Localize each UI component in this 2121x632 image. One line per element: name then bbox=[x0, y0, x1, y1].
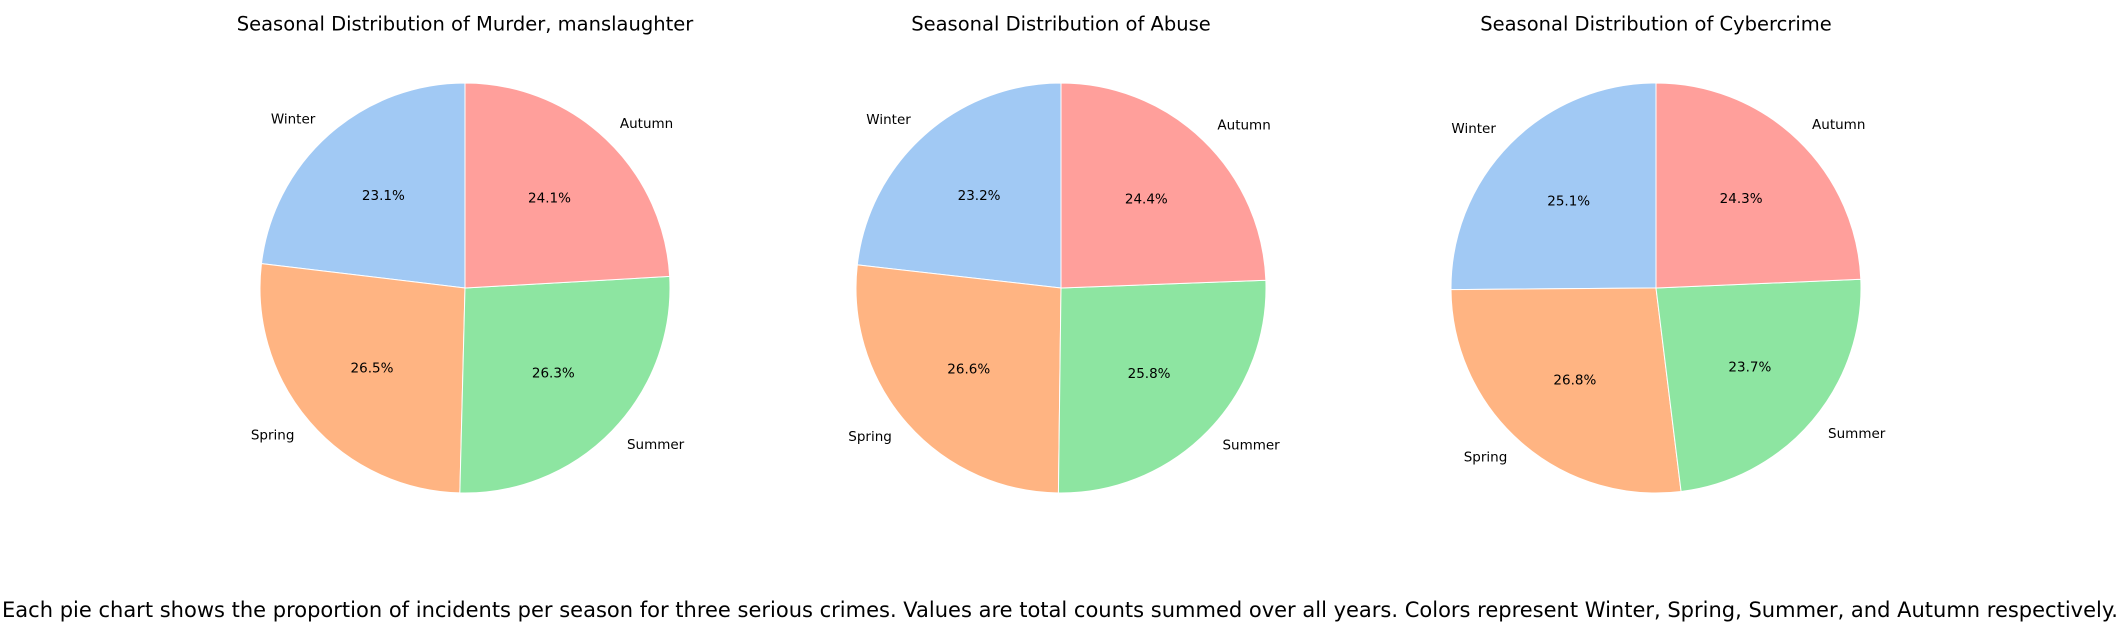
slice-percentage-spring: 26.8% bbox=[1553, 372, 1596, 388]
slice-percentage-spring: 26.6% bbox=[947, 361, 990, 377]
slice-label-spring: Spring bbox=[848, 429, 892, 445]
pie-slice-winter bbox=[856, 82, 1062, 289]
pie-chart: Seasonal Distribution of Abuse Winter 23.2… bbox=[848, 13, 1280, 494]
slice-label-autumn: Autumn bbox=[1217, 118, 1270, 134]
chart-title: Seasonal Distribution of Murder, manslau… bbox=[237, 13, 695, 36]
slice-percentage-autumn: 24.4% bbox=[1125, 191, 1168, 207]
slice-label-spring: Spring bbox=[251, 428, 295, 444]
pie-slice-spring bbox=[855, 264, 1062, 494]
pie-charts: Seasonal Distribution of Murder, manslau… bbox=[237, 13, 1886, 494]
pie-slice-winter bbox=[1450, 82, 1657, 291]
slice-label-autumn: Autumn bbox=[620, 116, 673, 132]
slice-label-winter: Winter bbox=[866, 112, 911, 128]
pie-chart: Seasonal Distribution of Murder, manslau… bbox=[237, 13, 695, 494]
slice-label-winter: Winter bbox=[271, 111, 316, 127]
pie-slice-autumn bbox=[1060, 82, 1267, 289]
slice-percentage-winter: 25.1% bbox=[1547, 193, 1590, 209]
slice-label-spring: Spring bbox=[1464, 450, 1508, 466]
slice-percentage-spring: 26.5% bbox=[351, 360, 394, 376]
slice-label-winter: Winter bbox=[1451, 121, 1496, 137]
slice-percentage-summer: 26.3% bbox=[532, 366, 575, 382]
chart-title: Seasonal Distribution of Abuse bbox=[911, 13, 1211, 36]
slice-label-summer: Summer bbox=[627, 437, 685, 453]
pie-slice-spring bbox=[1450, 287, 1682, 494]
slice-percentage-autumn: 24.1% bbox=[528, 191, 571, 207]
pie-slice-spring bbox=[259, 263, 466, 494]
slice-percentage-summer: 23.7% bbox=[1728, 360, 1771, 376]
slice-percentage-winter: 23.2% bbox=[958, 188, 1001, 204]
pie-slice-winter bbox=[260, 82, 466, 289]
figure-caption: Each pie chart shows the proportion of i… bbox=[2, 598, 2118, 622]
slice-label-summer: Summer bbox=[1222, 437, 1280, 453]
slice-percentage-winter: 23.1% bbox=[362, 188, 405, 204]
pie-slice-autumn bbox=[1655, 82, 1862, 289]
pie-slice-summer bbox=[1057, 279, 1267, 494]
slice-percentage-summer: 25.8% bbox=[1128, 366, 1171, 382]
slice-label-summer: Summer bbox=[1828, 426, 1886, 442]
pie-slice-summer bbox=[1655, 278, 1862, 493]
slice-percentage-autumn: 24.3% bbox=[1720, 191, 1763, 207]
pie-chart: Seasonal Distribution of Cybercrime Winte… bbox=[1450, 13, 1886, 494]
chart-title: Seasonal Distribution of Cybercrime bbox=[1480, 13, 1832, 36]
pie-slice-autumn bbox=[464, 82, 671, 289]
pie-slice-summer bbox=[459, 275, 671, 494]
slice-label-autumn: Autumn bbox=[1812, 117, 1865, 133]
